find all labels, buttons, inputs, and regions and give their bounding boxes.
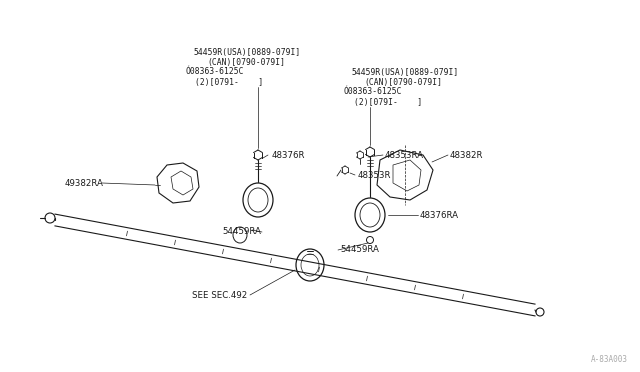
Text: Ó08363-6125C: Ó08363-6125C — [344, 87, 403, 96]
Text: Ó08363-6125C: Ó08363-6125C — [185, 67, 243, 77]
Text: 48376R: 48376R — [272, 151, 305, 160]
Text: 54459RA: 54459RA — [222, 228, 261, 237]
Text: 54459RA: 54459RA — [340, 246, 379, 254]
Text: SEE SEC.492: SEE SEC.492 — [192, 291, 247, 299]
Text: (2)[0791-    ]: (2)[0791- ] — [195, 77, 263, 87]
Text: A-83A003: A-83A003 — [591, 355, 628, 364]
Text: (CAN)[0790-079I]: (CAN)[0790-079I] — [364, 77, 442, 87]
Text: 54459R(USA)[0889-079I]: 54459R(USA)[0889-079I] — [193, 48, 300, 57]
Text: 49382RA: 49382RA — [65, 179, 104, 187]
Text: 48353R: 48353R — [358, 170, 392, 180]
Text: (CAN)[0790-079I]: (CAN)[0790-079I] — [207, 58, 285, 67]
Text: 48382R: 48382R — [450, 151, 483, 160]
Text: 48376RA: 48376RA — [420, 211, 459, 219]
Text: 48353RA: 48353RA — [385, 151, 424, 160]
Text: (2)[079I-    ]: (2)[079I- ] — [354, 97, 422, 106]
Text: 54459R(USA)[0889-079I]: 54459R(USA)[0889-079I] — [352, 67, 460, 77]
